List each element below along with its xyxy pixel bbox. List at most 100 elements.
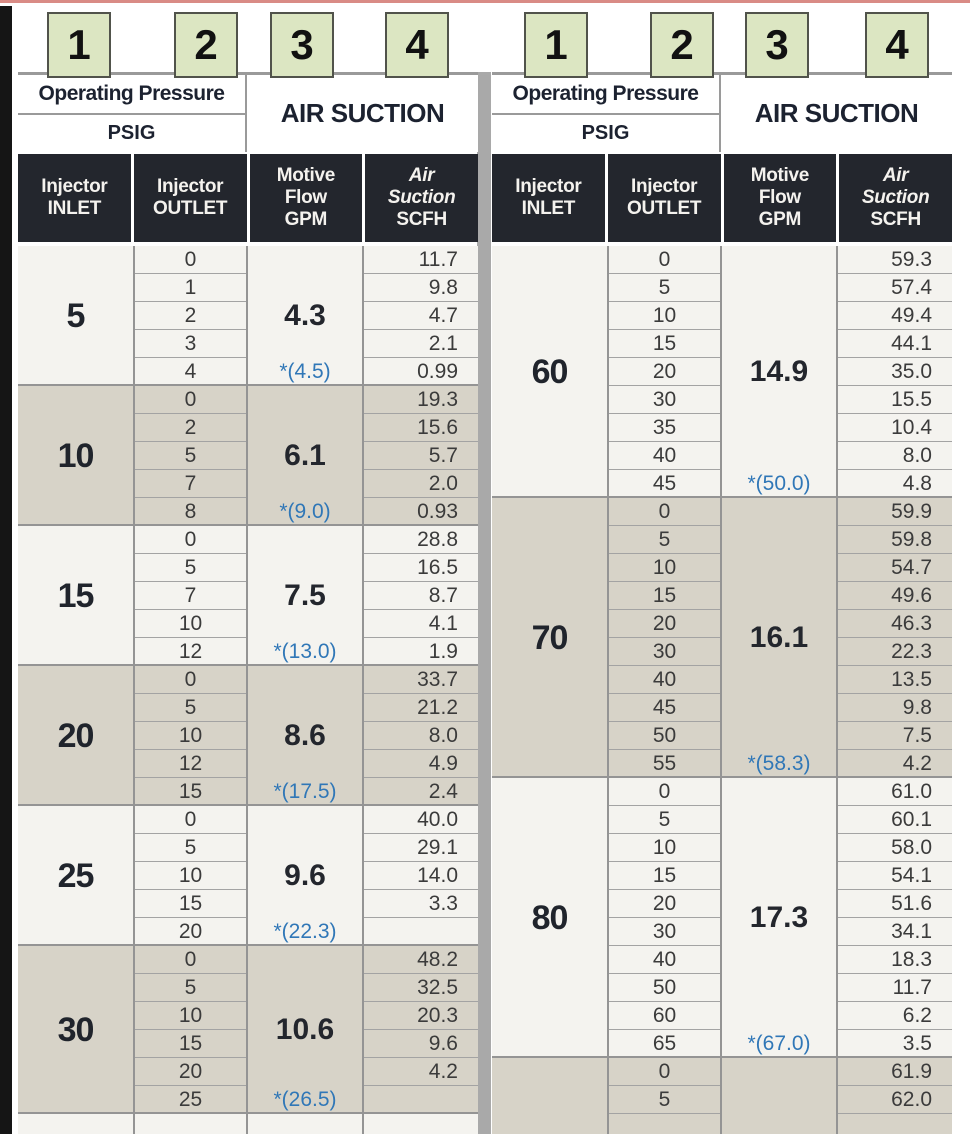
air-suction-scfh-value: 4.9 bbox=[364, 750, 478, 778]
column-marker-4: 4 bbox=[385, 12, 449, 78]
motive-flow-gpm-value: 9.6 bbox=[284, 859, 326, 892]
outlet-pressure-value: 10 bbox=[135, 610, 246, 638]
outlet-pressure-value: 0 bbox=[135, 246, 246, 274]
pressure-section bbox=[18, 1114, 478, 1134]
air-suction-scfh-value: 49.6 bbox=[838, 582, 952, 610]
air-suction-scfh-value: 2.1 bbox=[364, 330, 478, 358]
outlet-pressure-value: 10 bbox=[609, 302, 720, 330]
outlet-pressure-value: 0 bbox=[135, 806, 246, 834]
outlet-pressure-value: 10 bbox=[135, 862, 246, 890]
column-marker-3: 3 bbox=[270, 12, 334, 78]
air-suction-column: 61.0 60.1 58.0 54.1 51.6 34.1 18.3 11.7 6.2 3.5 bbox=[836, 778, 952, 1058]
outlet-pressure-value: 35 bbox=[609, 414, 720, 442]
outlet-pressure-value: 20 bbox=[609, 610, 720, 638]
air-suction-scfh-value: 61.9 bbox=[838, 1058, 952, 1086]
air-suction-column: 40.0 29.1 14.0 3.3 bbox=[362, 806, 478, 946]
outlet-pressure-value: 20 bbox=[609, 890, 720, 918]
air-suction-scfh-value: 20.3 bbox=[364, 1002, 478, 1030]
outlet-pressure-value: 0 bbox=[609, 498, 720, 526]
injector-inlet-value: 10 bbox=[57, 436, 95, 475]
motive-flow-max-value: *(26.5) bbox=[273, 1088, 337, 1111]
pressure-section: 0 5 61.9 62.0 bbox=[492, 1058, 952, 1134]
outlet-pressure-value: 1 bbox=[135, 274, 246, 302]
outlet-pressure-value: 5 bbox=[609, 1086, 720, 1114]
air-suction-scfh-value bbox=[364, 1114, 478, 1134]
outlet-pressure-value: 10 bbox=[135, 722, 246, 750]
operating-pressure-title: Operating Pressure bbox=[492, 75, 719, 115]
air-suction-scfh-value: 0.93 bbox=[417, 500, 458, 523]
injector-outlet-column: 0 5 10 15 20 30 40 45 50 55 bbox=[607, 498, 722, 778]
header-line: Injector bbox=[41, 176, 108, 198]
outlet-pressure-value: 30 bbox=[609, 918, 720, 946]
outlet-pressure-value: 45 bbox=[609, 694, 720, 722]
outlet-pressure-value: 15 bbox=[178, 780, 203, 803]
air-suction-scfh-value: 59.8 bbox=[838, 526, 952, 554]
left-black-bar bbox=[0, 6, 12, 1134]
air-suction-scfh-value: 46.3 bbox=[838, 610, 952, 638]
table-divider bbox=[477, 72, 491, 1134]
air-suction-scfh-value: 4.2 bbox=[902, 752, 932, 775]
header-line: INLET bbox=[521, 198, 576, 219]
air-suction-scfh-value: 9.8 bbox=[364, 274, 478, 302]
header-line: Suction bbox=[861, 187, 930, 209]
outlet-pressure-value: 0 bbox=[609, 778, 720, 806]
air-suction-scfh-value: 11.7 bbox=[364, 246, 478, 274]
psig-label: PSIG bbox=[581, 121, 630, 144]
column-marker-3-right: 3 bbox=[745, 12, 809, 78]
outlet-pressure-value: 50 bbox=[609, 722, 720, 750]
air-suction-scfh-value: 19.3 bbox=[364, 386, 478, 414]
header-line: Injector bbox=[631, 176, 698, 198]
motive-flow-cell: 16.1 *(58.3) bbox=[722, 498, 836, 778]
column-header-air-suction: Air Suction SCFH bbox=[839, 154, 952, 242]
air-suction-scfh-value: 1.9 bbox=[428, 640, 458, 663]
motive-flow-max-value: *(9.0) bbox=[279, 500, 331, 523]
column-marker-1-right: 1 bbox=[524, 12, 588, 78]
top-red-rule bbox=[0, 0, 970, 3]
motive-flow-gpm-value: 17.3 bbox=[749, 901, 809, 934]
motive-flow-gpm-value: 4.3 bbox=[284, 299, 326, 332]
air-suction-scfh-value: 51.6 bbox=[838, 890, 952, 918]
air-suction-column: 59.9 59.8 54.7 49.6 46.3 22.3 13.5 9.8 7.5 4.2 bbox=[836, 498, 952, 778]
outlet-pressure-value: 8 bbox=[184, 500, 197, 523]
outlet-pressure-value: 0 bbox=[609, 1058, 720, 1086]
outlet-pressure-value: 10 bbox=[135, 1002, 246, 1030]
operating-pressure-title: Operating Pressure bbox=[18, 75, 245, 115]
outlet-pressure-value: 20 bbox=[609, 358, 720, 386]
injector-inlet-value bbox=[492, 1058, 607, 1134]
motive-flow-max-value: *(67.0) bbox=[747, 1032, 811, 1055]
column-header-row: Injector INLET Injector OUTLET Motive Fl… bbox=[492, 154, 952, 242]
air-suction-scfh-value bbox=[838, 1114, 952, 1134]
header-line: Air bbox=[408, 165, 435, 187]
air-suction-scfh-value: 54.7 bbox=[838, 554, 952, 582]
injector-outlet-column: 0 5 10 15 20 25 bbox=[133, 946, 248, 1114]
motive-flow-gpm-value: 10.6 bbox=[275, 1013, 335, 1046]
outlet-pressure-value: 0 bbox=[135, 526, 246, 554]
outlet-pressure-value: 5 bbox=[135, 554, 246, 582]
air-suction-scfh-value: 4.7 bbox=[364, 302, 478, 330]
outlet-pressure-value: 0 bbox=[609, 246, 720, 274]
air-suction-scfh-value: 13.5 bbox=[838, 666, 952, 694]
injector-outlet-column: 0 5 10 12 15 bbox=[133, 666, 248, 806]
motive-flow-max-value: *(58.3) bbox=[747, 752, 811, 775]
air-suction-column: 19.3 15.6 5.7 2.0 0.93 bbox=[362, 386, 478, 526]
injector-inlet-value: 20 bbox=[57, 716, 95, 755]
outlet-pressure-value bbox=[609, 1114, 720, 1134]
outlet-pressure-value: 5 bbox=[609, 274, 720, 302]
air-suction-title: AIR SUCTION bbox=[280, 98, 445, 128]
column-marker-1: 1 bbox=[47, 12, 111, 78]
outlet-pressure-value: 55 bbox=[652, 752, 677, 775]
motive-flow-max-value: *(4.5) bbox=[279, 360, 331, 383]
motive-flow-max-value bbox=[248, 1114, 362, 1134]
outlet-pressure-value: 5 bbox=[135, 834, 246, 862]
air-suction-scfh-value: 0.99 bbox=[417, 360, 458, 383]
pressure-section: 70 0 5 10 15 20 30 40 45 50 55 16.1 *(58.3) 59.9 59.8 5… bbox=[492, 498, 952, 778]
header-line: Air bbox=[882, 165, 909, 187]
motive-flow-gpm-value: 16.1 bbox=[749, 621, 809, 654]
pressure-section: 10 0 2 5 7 8 6.1 *(9.0) 19.3 15.6 5.7 2.0 0.93 bbox=[18, 386, 478, 526]
outlet-pressure-value: 45 bbox=[652, 472, 677, 495]
outlet-pressure-value bbox=[135, 1114, 246, 1134]
air-suction-scfh-value: 6.2 bbox=[838, 1002, 952, 1030]
air-suction-scfh-value: 44.1 bbox=[838, 330, 952, 358]
